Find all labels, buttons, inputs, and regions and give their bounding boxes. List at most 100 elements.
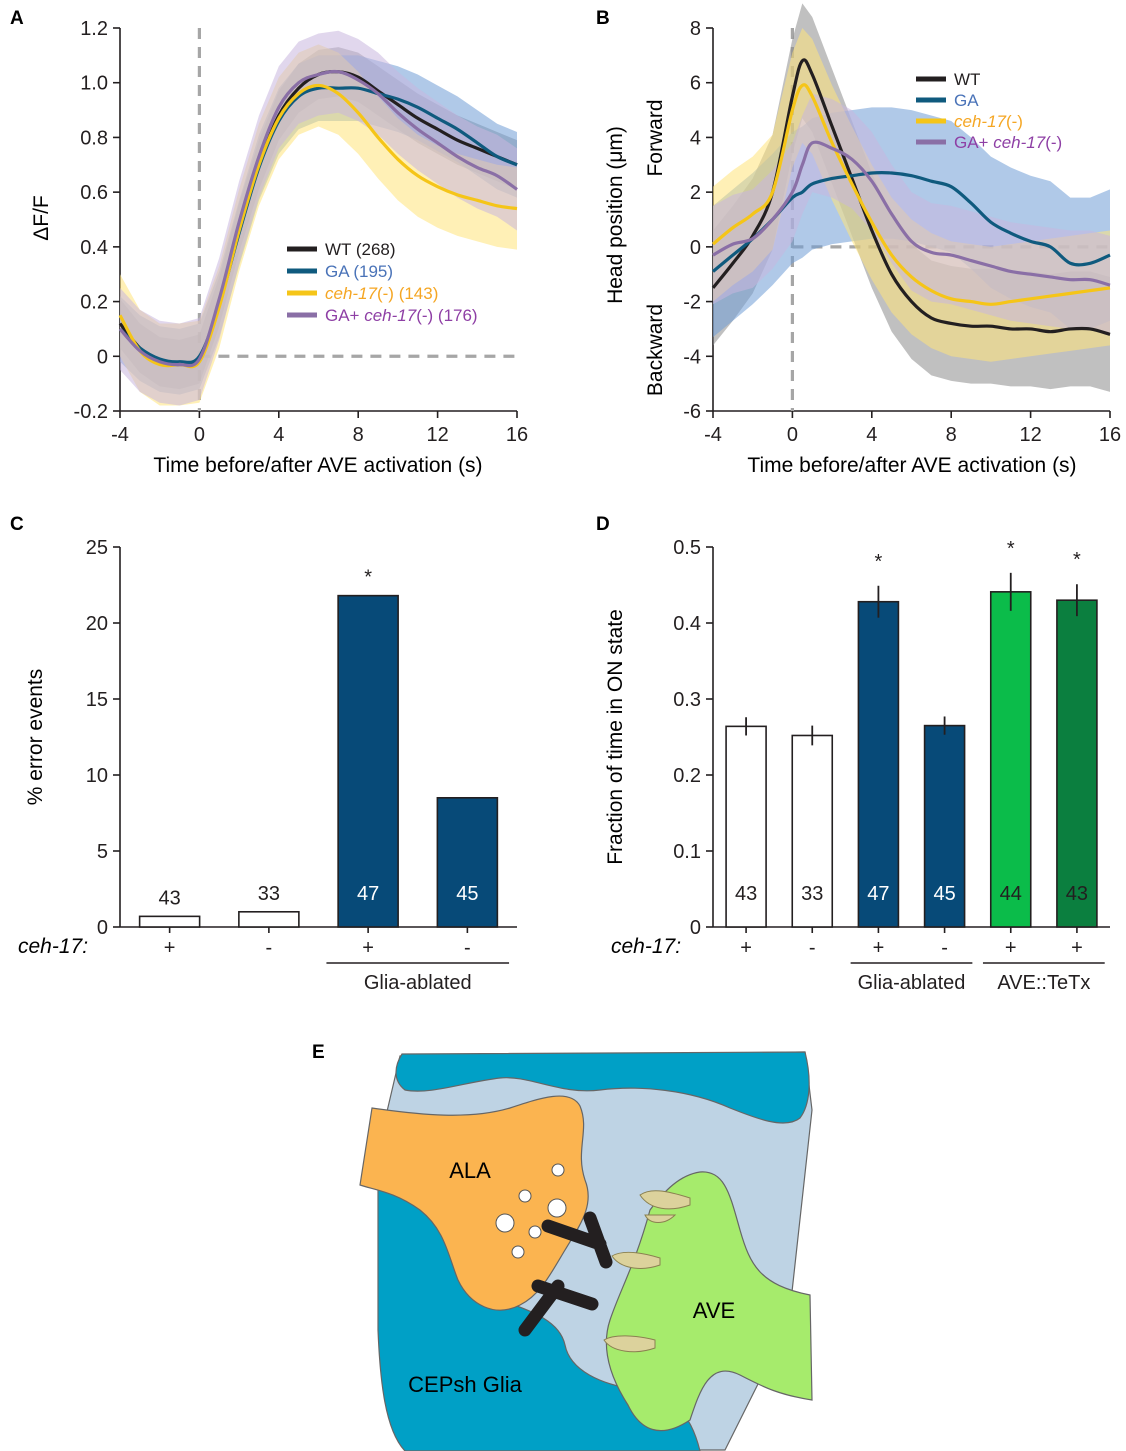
panel-d-bar-chart: 0 0.1 0.2 0.3 0.4 0.5 43 +33 - 47 * +45 - 44 * +43 * + Gli…	[673, 537, 1110, 994]
panel-c-row-label: ceh-17:	[18, 935, 88, 958]
y-tick-label: 5	[97, 841, 108, 863]
y-tick-label: 1.2	[80, 18, 108, 40]
legend-suffix: (-)	[1045, 133, 1062, 152]
legend-count: (176)	[433, 306, 477, 325]
panel-a-line-chart: -0.2 0 0.2 0.4 0.6 0.8 1.0 1.2 -4 0 4 8 12 16	[74, 18, 529, 446]
y-tick-label: 0	[97, 917, 108, 939]
legend-name: WT	[325, 240, 351, 259]
x-tick-label: 4	[866, 424, 877, 446]
spine	[644, 1214, 677, 1223]
x-tick-label: -4	[704, 424, 722, 446]
y-tick-label: -6	[683, 401, 701, 423]
x-tick-label: 12	[426, 424, 448, 446]
ala-neuron-shape	[359, 1095, 589, 1311]
genotype-label: +	[873, 937, 885, 959]
bar	[989, 591, 1032, 928]
bar-sample-size: 43	[735, 883, 757, 905]
axes	[706, 546, 1110, 933]
y-tick-label: 0.6	[80, 182, 108, 204]
legend-entry: GA	[954, 91, 979, 110]
legend-entry: WT	[954, 70, 980, 89]
y-tick-label: 8	[690, 18, 701, 40]
group-label: Glia-ablated	[858, 972, 966, 994]
y-tick-label: 0.1	[673, 841, 701, 863]
cepsh-glia-label: CEPsh Glia	[408, 1372, 522, 1397]
bar	[138, 915, 201, 928]
y-tick-label: 2	[690, 182, 701, 204]
x-tick-label: 8	[946, 424, 957, 446]
bar-sample-size: 47	[867, 883, 889, 905]
genotype-label: -	[266, 937, 273, 959]
series-line	[118, 85, 518, 365]
spine	[639, 1190, 691, 1210]
x-tick-label: 0	[787, 424, 798, 446]
genotype-label: +	[1005, 937, 1017, 959]
y-tick-label: 25	[86, 537, 108, 559]
y-tick-label: 0.2	[673, 765, 701, 787]
y-tick-label: -2	[683, 292, 701, 314]
bar	[1056, 599, 1098, 928]
legend-name: GA+	[954, 133, 993, 152]
ala-synapse-marker	[541, 1211, 613, 1269]
cepsh-glia-upper	[395, 1051, 810, 1124]
x-tick-label: 8	[353, 424, 364, 446]
panel-letter-e: E	[312, 1042, 325, 1063]
bar	[238, 910, 300, 928]
y-tick-label: 0.8	[80, 127, 108, 149]
genotype-label: +	[164, 937, 176, 959]
spine	[603, 1335, 656, 1353]
panel-b-x-axis-label: Time before/after AVE activation (s)	[747, 454, 1076, 477]
legend-suffix: (-)	[416, 306, 433, 325]
vesicle	[551, 1163, 565, 1177]
legend-count: (143)	[394, 284, 438, 303]
legend-name: GA	[954, 91, 979, 110]
legend-italic: ceh-17	[954, 112, 1007, 131]
y-tick-label: 0.5	[673, 537, 701, 559]
vesicle	[547, 1198, 567, 1218]
significance-marker: *	[875, 551, 883, 573]
x-tick-label: 0	[194, 424, 205, 446]
y-tick-label: 0	[97, 346, 108, 368]
panel-letter-c: C	[10, 514, 24, 535]
bar-sample-size: 43	[159, 887, 181, 909]
panel-c-bar-chart: 0 5 10 15 20 25 43 +33 - 47 * +45 - Glia-ablated	[86, 537, 517, 994]
series-error-band	[713, 93, 1110, 335]
y-tick-label: 15	[86, 689, 108, 711]
y-tick-label: 0	[690, 917, 701, 939]
y-tick-label: 0.3	[673, 689, 701, 711]
vesicle	[528, 1225, 542, 1239]
spine	[611, 1251, 661, 1269]
legend-entry: ceh-17(-)	[954, 112, 1023, 131]
bar-sample-size: 33	[258, 883, 280, 905]
legend-name: WT	[954, 70, 980, 89]
x-tick-label: 16	[1099, 424, 1121, 446]
legend-suffix: (-)	[1006, 112, 1023, 131]
legend-count: (268)	[351, 240, 395, 259]
vesicle	[518, 1189, 532, 1203]
group-label: Glia-ablated	[364, 972, 472, 994]
panel-b-backward-label: Backward	[644, 304, 667, 396]
legend-name: GA	[325, 262, 350, 281]
legend-name: GA+	[325, 306, 364, 325]
y-tick-label: 0	[690, 237, 701, 259]
y-tick-label: -4	[683, 346, 701, 368]
x-tick-label: 4	[273, 424, 284, 446]
ala-vesicles	[495, 1163, 567, 1259]
y-tick-label: 1.0	[80, 73, 108, 95]
genotype-label: +	[1071, 937, 1083, 959]
genotype-label: -	[809, 937, 816, 959]
y-tick-label: 20	[86, 613, 108, 635]
bar	[923, 724, 966, 928]
series-line	[118, 69, 518, 368]
bar-sample-size: 44	[1000, 883, 1022, 905]
legend-entry: ceh-17(-) (143)	[325, 284, 438, 303]
legend-entry: GA+ ceh-17(-) (176)	[325, 306, 478, 325]
legend-entry: WT (268)	[325, 240, 396, 259]
vesicle	[495, 1213, 515, 1233]
x-tick-label: 16	[506, 424, 528, 446]
bar-sample-size: 47	[357, 883, 379, 905]
significance-marker: *	[1073, 549, 1081, 571]
